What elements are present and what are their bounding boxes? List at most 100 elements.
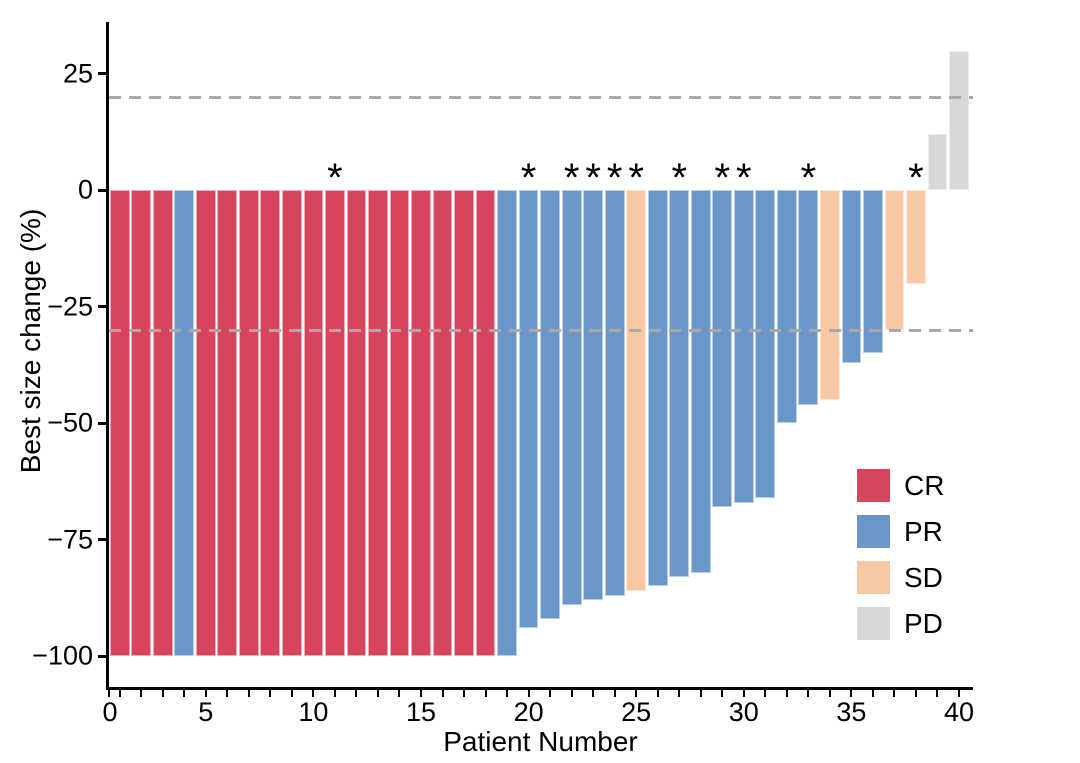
- x-tick-label-30: 30: [728, 697, 759, 727]
- asterisk-patient-38: *: [908, 156, 924, 200]
- y-tick-label--100: −100: [32, 640, 93, 671]
- legend-swatch-CR: [857, 469, 890, 502]
- x-tick-2: [140, 690, 143, 697]
- reference-line--30: [109, 328, 973, 332]
- x-tick-19: [506, 690, 509, 697]
- y-tick-label--50: −50: [47, 407, 93, 438]
- x-tick-37: [893, 690, 896, 697]
- y-tick-0: [98, 188, 106, 192]
- bar-patient-7-CR: [238, 190, 259, 657]
- x-tick-5: [204, 690, 207, 697]
- x-tick-31: [764, 690, 767, 697]
- x-tick-0: [108, 690, 110, 697]
- asterisk-patient-23: *: [585, 156, 601, 200]
- x-axis-title: Patient Number: [443, 726, 638, 757]
- x-tick-39: [936, 690, 939, 697]
- x-tick-11: [333, 690, 336, 697]
- x-tick-32: [785, 690, 788, 697]
- y-tick--100: [98, 654, 106, 658]
- reference-line-20: [109, 95, 973, 99]
- legend-label-PD: PD: [904, 607, 943, 639]
- x-tick-9: [290, 690, 293, 697]
- bar-patient-12-CR: [346, 190, 367, 657]
- x-tick-13: [376, 690, 379, 697]
- x-tick-24: [613, 690, 616, 697]
- x-tick-17: [463, 690, 466, 697]
- bar-patient-15-CR: [411, 190, 431, 657]
- bar-patient-33-PR: [798, 190, 819, 405]
- bar-patient-38-SD: [906, 190, 926, 284]
- bar-patient-10-CR: [303, 190, 324, 657]
- bar-patient-8-CR: [260, 190, 281, 657]
- bar-patient-5-CR: [195, 190, 216, 657]
- x-tick-16: [441, 690, 444, 697]
- bar-patient-27-PR: [669, 190, 690, 578]
- bar-patient-34-SD: [819, 190, 840, 401]
- bar-patient-9-CR: [281, 190, 302, 657]
- x-tick-26: [656, 690, 659, 697]
- bar-patient-4-PR: [174, 190, 195, 657]
- legend-label-SD: SD: [904, 561, 943, 593]
- bar-patient-20-PR: [518, 190, 539, 629]
- asterisk-patient-20: *: [520, 156, 537, 200]
- bar-patient-35-PR: [841, 190, 862, 363]
- x-tick-36: [871, 690, 874, 697]
- x-tick-6: [226, 690, 229, 697]
- x-tick-28: [699, 690, 702, 697]
- x-tick-25: [635, 690, 638, 697]
- legend-swatch-PD: [857, 607, 890, 640]
- bar-patient-36-PR: [863, 190, 883, 354]
- x-tick-label-35: 35: [836, 697, 867, 727]
- asterisk-patient-25: *: [628, 156, 644, 200]
- bar-patient-26-PR: [647, 190, 668, 587]
- bar-patient-3-CR: [152, 190, 173, 657]
- bar-patient-2-CR: [131, 190, 152, 657]
- bar-patient-37-SD: [884, 190, 905, 331]
- x-tick-22: [570, 690, 573, 697]
- asterisk-patient-11: *: [327, 156, 343, 200]
- x-tick-label-10: 10: [298, 697, 329, 727]
- x-tick-7: [247, 690, 250, 697]
- bar-patient-17-CR: [454, 190, 474, 657]
- bar-patient-28-PR: [690, 190, 711, 573]
- asterisk-patient-33: *: [800, 156, 817, 200]
- x-tick-27: [678, 690, 681, 697]
- x-tick-18: [484, 690, 487, 697]
- asterisk-patient-27: *: [671, 156, 688, 200]
- bar-patient-40-PD: [949, 50, 969, 191]
- bar-patient-31-PR: [755, 190, 776, 498]
- x-tick-4: [183, 690, 186, 697]
- x-tick-35: [850, 690, 853, 697]
- bar-patient-23-PR: [583, 190, 604, 601]
- x-tick-20: [527, 690, 530, 697]
- x-tick-21: [549, 690, 552, 697]
- x-tick-8: [269, 690, 272, 697]
- y-axis-title: Best size change (%): [15, 208, 46, 474]
- x-tick-15: [420, 690, 422, 697]
- x-tick-label-25: 25: [621, 697, 652, 727]
- x-tick-1: [118, 690, 121, 697]
- x-tick-38: [914, 690, 917, 697]
- legend-swatch-PR: [857, 515, 890, 548]
- y-tick--50: [98, 421, 106, 425]
- bar-patient-1-CR: [109, 190, 130, 657]
- x-tick-label-20: 20: [513, 697, 544, 727]
- y-tick-label-0: 0: [77, 174, 93, 205]
- bar-patient-25-SD: [626, 190, 647, 592]
- y-tick--25: [98, 305, 106, 309]
- y-tick--75: [98, 538, 106, 542]
- asterisk-patient-30: *: [736, 156, 752, 200]
- y-tick-25: [98, 72, 106, 76]
- asterisk-patient-29: *: [714, 156, 731, 200]
- y-tick-label--75: −75: [47, 524, 93, 555]
- x-tick-label-40: 40: [943, 697, 975, 727]
- x-tick-12: [355, 690, 358, 697]
- x-axis-line: [106, 687, 973, 690]
- bar-patient-21-PR: [540, 190, 561, 620]
- legend-label-PR: PR: [904, 515, 943, 547]
- bar-patient-32-PR: [776, 190, 797, 424]
- y-axis-line: [106, 22, 109, 687]
- asterisk-patient-24: *: [606, 156, 623, 200]
- x-tick-14: [398, 690, 401, 697]
